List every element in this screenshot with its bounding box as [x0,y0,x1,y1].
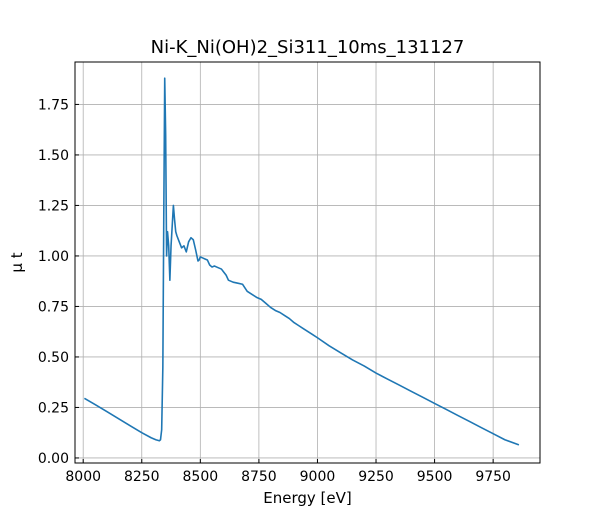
series-layer [83,77,520,446]
y-tick-label: 1.25 [38,198,69,214]
x-tick-label: 9000 [300,469,336,485]
x-tick-label: 9500 [417,469,453,485]
y-tick-label: 1.50 [38,148,69,164]
grid [75,62,540,463]
y-tick-label: 0.75 [38,299,69,315]
y-tick-label: 0.25 [38,400,69,416]
x-tick-label: 9250 [358,469,394,485]
y-axis-label: μ t [8,252,26,272]
ticks: 8000 8250 8500 8750 9000 9250 9500 9750 0.00 0.25… [38,97,511,485]
x-tick-label: 8750 [241,469,277,485]
y-tick-label: 0.00 [38,451,69,467]
y-tick-label: 0.50 [38,350,69,366]
x-tick-label: 9750 [475,469,511,485]
x-tick-label: 8000 [65,469,101,485]
y-tick-label: 1.00 [38,249,69,265]
chart-title: Ni-K_Ni(OH)2_Si311_10ms_131127 [151,37,465,58]
series-line [83,77,520,446]
x-tick-label: 8250 [124,469,160,485]
x-tick-label: 8500 [183,469,219,485]
x-axis-label: Energy [eV] [263,489,351,507]
plot-frame [74,61,541,464]
y-tick-label: 1.75 [38,97,69,113]
